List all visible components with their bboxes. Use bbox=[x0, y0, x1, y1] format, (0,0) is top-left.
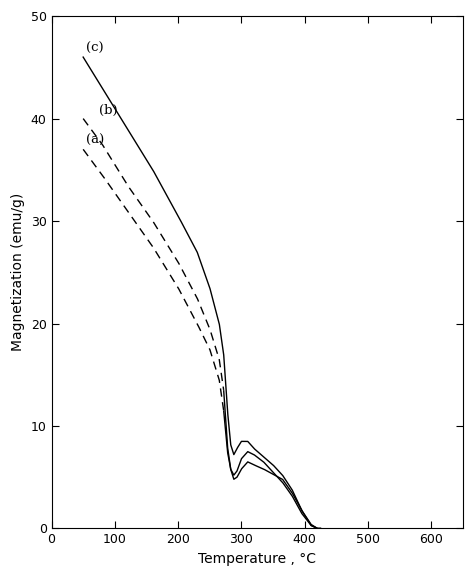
Y-axis label: Magnetization (emu/g): Magnetization (emu/g) bbox=[11, 193, 25, 351]
Text: (b): (b) bbox=[99, 103, 118, 117]
Text: (a): (a) bbox=[86, 134, 105, 147]
Text: (c): (c) bbox=[86, 42, 104, 55]
X-axis label: Temperature , °C: Temperature , °C bbox=[198, 552, 316, 566]
